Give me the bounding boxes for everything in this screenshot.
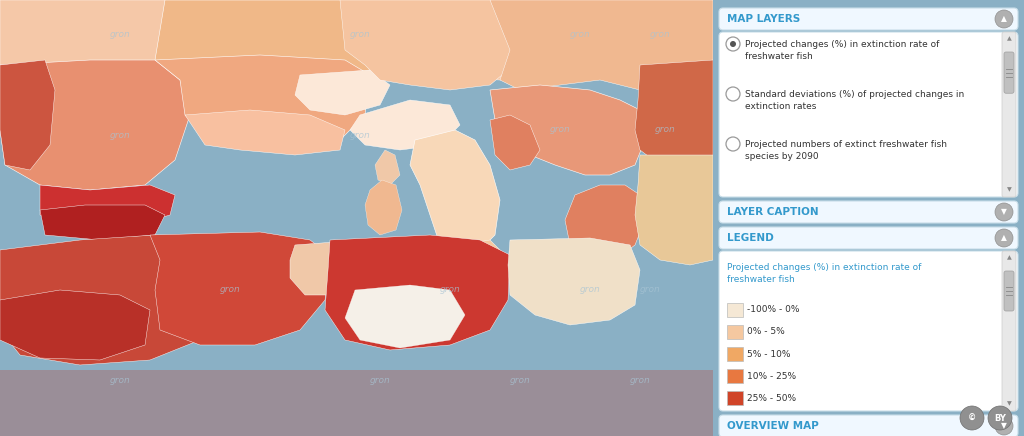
Text: gron: gron <box>630 375 650 385</box>
Text: ▲: ▲ <box>1007 37 1012 41</box>
Polygon shape <box>375 150 400 185</box>
Polygon shape <box>565 185 645 260</box>
Polygon shape <box>0 60 55 170</box>
Polygon shape <box>290 242 350 295</box>
Text: MAP LAYERS: MAP LAYERS <box>727 14 800 24</box>
Text: gron: gron <box>370 375 390 385</box>
Polygon shape <box>40 205 165 240</box>
Circle shape <box>726 37 740 51</box>
FancyBboxPatch shape <box>719 32 1018 197</box>
Text: LAYER CAPTION: LAYER CAPTION <box>727 207 818 217</box>
Text: OVERVIEW MAP: OVERVIEW MAP <box>727 421 819 431</box>
Text: BY: BY <box>994 413 1006 422</box>
Polygon shape <box>0 290 150 360</box>
Text: gron: gron <box>510 375 530 385</box>
Text: gron: gron <box>110 375 130 385</box>
Text: ▼: ▼ <box>1001 208 1007 217</box>
Polygon shape <box>0 0 713 85</box>
Circle shape <box>995 203 1013 221</box>
Polygon shape <box>490 85 645 175</box>
FancyBboxPatch shape <box>719 227 1018 249</box>
Polygon shape <box>490 0 713 95</box>
FancyBboxPatch shape <box>727 391 743 405</box>
Text: ▼: ▼ <box>1007 402 1012 406</box>
FancyBboxPatch shape <box>719 8 1018 30</box>
FancyBboxPatch shape <box>1002 32 1016 197</box>
FancyBboxPatch shape <box>719 251 1018 411</box>
Polygon shape <box>0 60 190 190</box>
Text: gron: gron <box>110 31 130 40</box>
Polygon shape <box>410 130 500 260</box>
Text: gron: gron <box>550 126 570 134</box>
FancyBboxPatch shape <box>727 369 743 383</box>
FancyBboxPatch shape <box>1004 52 1014 93</box>
FancyBboxPatch shape <box>719 201 1018 223</box>
Circle shape <box>961 406 984 430</box>
Text: ▲: ▲ <box>1001 234 1007 242</box>
Text: gron: gron <box>654 126 676 134</box>
Circle shape <box>995 417 1013 435</box>
Text: gron: gron <box>649 31 671 40</box>
Text: Projected numbers of extinct freshwater fish
species by 2090: Projected numbers of extinct freshwater … <box>745 140 947 161</box>
FancyBboxPatch shape <box>719 415 1018 436</box>
Text: ▼: ▼ <box>1001 422 1007 430</box>
FancyBboxPatch shape <box>727 347 743 361</box>
Text: ▲: ▲ <box>1007 255 1012 260</box>
Polygon shape <box>508 238 640 325</box>
Text: Projected changes (%) in extinction rate of
freshwater fish: Projected changes (%) in extinction rate… <box>727 263 922 284</box>
Text: gron: gron <box>569 31 591 40</box>
Text: 10% - 25%: 10% - 25% <box>746 371 796 381</box>
Text: ▲: ▲ <box>1001 14 1007 24</box>
Text: gron: gron <box>349 130 371 140</box>
Circle shape <box>988 406 1012 430</box>
Text: gron: gron <box>439 286 461 294</box>
Polygon shape <box>0 370 713 436</box>
Text: gron: gron <box>580 286 600 294</box>
Polygon shape <box>325 235 510 350</box>
Polygon shape <box>635 60 713 170</box>
Text: gron: gron <box>219 286 241 294</box>
Polygon shape <box>365 180 402 235</box>
Circle shape <box>726 137 740 151</box>
FancyBboxPatch shape <box>1002 251 1016 411</box>
Text: -100% - 0%: -100% - 0% <box>746 306 800 314</box>
Polygon shape <box>155 0 380 120</box>
Polygon shape <box>455 240 510 280</box>
Polygon shape <box>635 155 713 265</box>
Polygon shape <box>490 115 540 170</box>
Polygon shape <box>185 110 345 155</box>
Polygon shape <box>340 0 520 90</box>
Text: 25% - 50%: 25% - 50% <box>746 394 796 402</box>
Text: gron: gron <box>640 286 660 294</box>
Polygon shape <box>295 70 390 115</box>
Circle shape <box>726 87 740 101</box>
Text: ▼: ▼ <box>1007 187 1012 193</box>
Circle shape <box>995 229 1013 247</box>
Text: gron: gron <box>349 31 371 40</box>
Polygon shape <box>345 285 465 348</box>
Polygon shape <box>155 55 370 150</box>
Text: 5% - 10%: 5% - 10% <box>746 350 791 358</box>
Circle shape <box>995 10 1013 28</box>
Polygon shape <box>565 250 620 285</box>
FancyBboxPatch shape <box>1004 271 1014 311</box>
Text: LEGEND: LEGEND <box>727 233 774 243</box>
Text: 0% - 5%: 0% - 5% <box>746 327 784 337</box>
Polygon shape <box>0 235 230 365</box>
Circle shape <box>730 41 736 47</box>
FancyBboxPatch shape <box>727 303 743 317</box>
Text: Standard deviations (%) of projected changes in
extinction rates: Standard deviations (%) of projected cha… <box>745 90 965 111</box>
FancyBboxPatch shape <box>727 325 743 339</box>
Polygon shape <box>350 100 460 150</box>
Polygon shape <box>150 232 330 345</box>
Text: gron: gron <box>110 130 130 140</box>
Polygon shape <box>40 185 175 225</box>
Polygon shape <box>406 262 468 298</box>
Text: ©: © <box>968 413 976 422</box>
Text: Projected changes (%) in extinction rate of
freshwater fish: Projected changes (%) in extinction rate… <box>745 40 939 61</box>
